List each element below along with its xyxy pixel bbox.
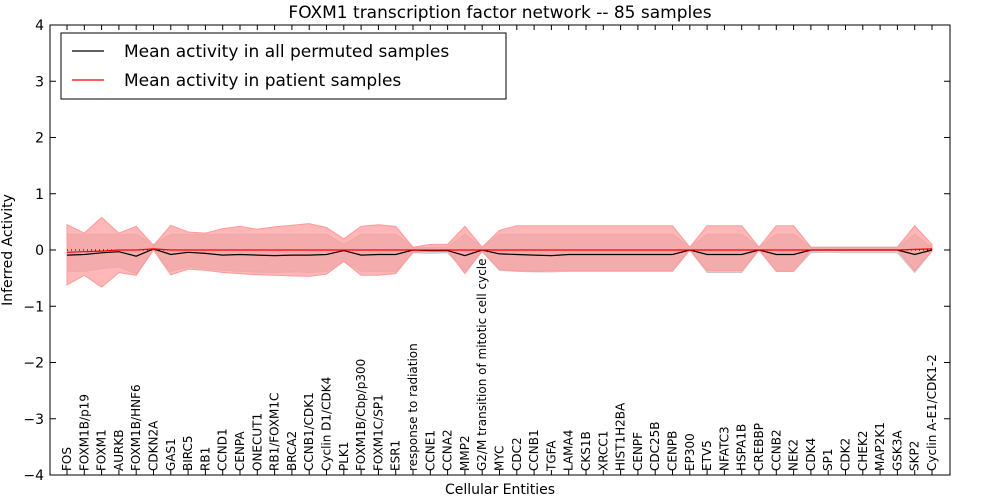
line-series-2 <box>66 248 933 253</box>
category-label: BIRC5 <box>181 435 195 471</box>
category-label: CENPA <box>233 431 247 471</box>
category-label: MAP2K1 <box>873 422 887 471</box>
category-label: BRCA2 <box>285 431 299 471</box>
y-tick-label: 2 <box>35 131 44 147</box>
category-label: FOXM1B/HNF6 <box>129 384 143 471</box>
category-label: CCNE1 <box>423 430 437 471</box>
y-axis-label: Inferred Activity <box>0 194 16 306</box>
category-label: FOXM1B/p19 <box>77 394 91 471</box>
category-labels: FOS FOXM1B/p19 FOXM1 AURKB FOXM1B/HNF6 CDKN2A… <box>60 258 939 472</box>
category-label: CENPB <box>666 431 680 471</box>
y-tick-label: −2 <box>23 356 44 372</box>
category-label: TGFA <box>544 440 558 472</box>
category-label: NFATC3 <box>717 426 731 471</box>
category-label: ESR1 <box>389 440 403 471</box>
y-tick-label: 4 <box>35 18 44 34</box>
legend-label: Mean activity in all permuted samples <box>124 42 449 62</box>
legend: Mean activity in all permuted samples Mea… <box>60 32 507 100</box>
band-series-2 <box>66 216 933 288</box>
category-label: CDC2 <box>510 437 524 471</box>
category-label: RB1 <box>198 447 212 471</box>
category-label: CREBBP <box>752 423 766 471</box>
x-axis-label: Cellular Entities <box>445 482 555 498</box>
y-tick-label: 3 <box>35 74 44 90</box>
category-label: XRCC1 <box>596 431 610 471</box>
category-label: GSK3A <box>890 430 904 471</box>
category-label: NEK2 <box>787 439 801 471</box>
axes: −4 −3 −2 −1 0 1 2 3 4 <box>23 18 951 484</box>
category-label: CCNB2 <box>769 429 783 471</box>
category-label: FOXM1B/Cbp/p300 <box>354 359 368 471</box>
category-label: RB1/FOXM1C <box>268 393 282 471</box>
legend-label: Mean activity in patient samples <box>124 71 401 91</box>
category-label: CENPF <box>631 432 645 471</box>
category-label: PLK1 <box>337 442 351 471</box>
category-label: FOS <box>60 447 74 471</box>
category-label: SKP2 <box>908 441 922 471</box>
category-label: CCNB1/CDK1 <box>302 392 316 471</box>
category-label: FOXM1 <box>95 429 109 471</box>
legend-box <box>60 32 507 100</box>
category-label: CCNA2 <box>441 429 455 471</box>
category-label: CHEK2 <box>856 431 870 472</box>
category-label: GAS1 <box>164 438 178 471</box>
category-label: ETV5 <box>700 440 714 471</box>
y-tick-label: −4 <box>23 468 44 484</box>
category-label: CDK4 <box>804 438 818 471</box>
category-label: ONECUT1 <box>250 413 264 471</box>
category-label: CDK2 <box>839 438 853 471</box>
y-tick-label: −3 <box>23 412 44 428</box>
category-label: AURKB <box>112 430 126 471</box>
category-label: LAMA4 <box>562 430 576 471</box>
y-tick-label: 0 <box>35 243 44 259</box>
category-label: CCNB1 <box>527 429 541 471</box>
category-label: Cyclin D1/CDK4 <box>320 377 334 471</box>
chart-title: FOXM1 transcription factor network -- 85… <box>288 3 711 23</box>
series-lines <box>66 248 933 257</box>
category-label: EP300 <box>683 433 697 471</box>
category-label: HIST1H2BA <box>614 402 628 471</box>
y-tick-label: 1 <box>35 187 44 203</box>
category-label: CKS1B <box>579 431 593 471</box>
category-label: FOXM1C/SP1 <box>371 394 385 471</box>
category-label: Cyclin A-E1/CDK1-2 <box>925 354 939 471</box>
category-label: G2/M transition of mitotic cell cycle <box>475 258 489 471</box>
category-label: CDC25B <box>648 422 662 472</box>
category-label: CCND1 <box>216 428 230 471</box>
category-label: HSPA1B <box>735 424 749 471</box>
category-label: SP1 <box>821 449 835 472</box>
y-tick-label: −1 <box>23 299 44 315</box>
line-series-1 <box>66 248 933 257</box>
category-label: CDKN2A <box>147 420 161 471</box>
category-label: MMP2 <box>458 435 472 471</box>
category-label: response to radiation <box>406 343 420 471</box>
category-label: MYC <box>493 446 507 471</box>
